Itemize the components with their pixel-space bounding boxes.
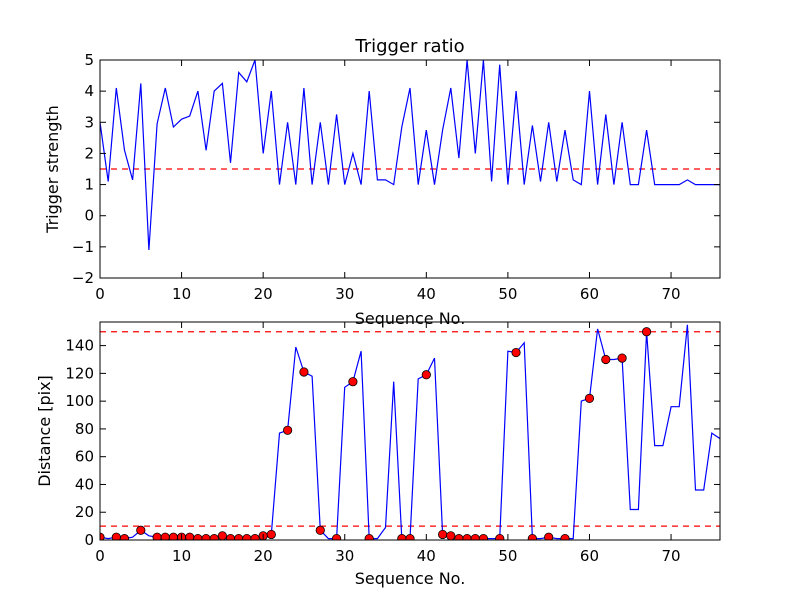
data-point xyxy=(405,534,415,540)
y-tick-label: 20 xyxy=(75,503,94,521)
series-line-0 xyxy=(100,60,720,251)
y-tick-label: −1 xyxy=(72,238,94,256)
distance-chart: 0 10 20 30 40 50 60 70 0 20 40 60 80 100 120 140 Sequen… xyxy=(35,321,721,588)
x-tick-label: 20 xyxy=(254,547,273,565)
data-point xyxy=(331,534,342,540)
data-point xyxy=(209,534,219,540)
data-point xyxy=(438,529,448,540)
x-tick-label: 50 xyxy=(498,285,517,303)
x-tick-label: 70 xyxy=(662,547,681,565)
x-tick-label: 70 xyxy=(662,285,681,303)
data-point xyxy=(250,534,260,540)
x-tick-label: 40 xyxy=(417,285,436,303)
data-point xyxy=(560,534,570,540)
x-tick-label: 10 xyxy=(172,547,191,565)
x-tick-label: 30 xyxy=(335,285,354,303)
chart-title: Trigger ratio xyxy=(354,36,464,57)
axes-frame xyxy=(99,321,721,541)
data-point xyxy=(315,525,325,535)
x-axis-label: Sequence No. xyxy=(355,569,466,588)
data-point xyxy=(641,327,652,337)
data-point xyxy=(364,534,374,540)
data-point xyxy=(136,525,146,535)
data-point xyxy=(584,393,595,403)
y-tick-label: 0 xyxy=(84,207,94,225)
axes-frame xyxy=(99,59,721,279)
x-tick-label: 0 xyxy=(95,547,105,565)
data-point xyxy=(348,377,358,387)
y-tick-label: 1 xyxy=(84,176,94,194)
y-axis-label: Distance [pix] xyxy=(35,375,54,487)
data-point xyxy=(299,367,309,377)
y-axis-label: Trigger strength xyxy=(43,105,62,234)
data-point xyxy=(527,534,537,540)
x-tick-label: 30 xyxy=(335,547,354,565)
data-point xyxy=(446,531,456,540)
x-axis-label: Sequence No. xyxy=(355,309,466,328)
y-tick-label: 2 xyxy=(84,144,94,162)
plot-area xyxy=(100,324,720,540)
y-tick-label: 120 xyxy=(65,364,94,382)
x-tick-label: 50 xyxy=(498,547,517,565)
x-tick-label: 20 xyxy=(254,285,273,303)
y-tick-label: 60 xyxy=(75,448,94,466)
y-tick-label: 140 xyxy=(65,337,94,355)
x-tick-label: 40 xyxy=(417,547,436,565)
y-tick-label: 5 xyxy=(84,51,94,69)
data-point xyxy=(544,532,554,540)
x-tick-label: 60 xyxy=(580,547,599,565)
y-tick-label: 4 xyxy=(84,82,94,100)
y-tick-label: 40 xyxy=(75,475,94,493)
data-point xyxy=(119,534,130,540)
y-tick-label: 80 xyxy=(75,420,94,438)
tick-marks: 0 10 20 30 40 50 60 70 −2 −1 0 1 2 3 4 5 xyxy=(72,51,720,303)
data-point xyxy=(266,529,276,540)
data-point xyxy=(217,531,227,540)
x-tick-label: 10 xyxy=(172,285,191,303)
data-point xyxy=(478,534,489,540)
data-point xyxy=(601,354,611,365)
x-tick-label: 0 xyxy=(95,285,105,303)
data-point xyxy=(495,534,505,540)
trigger-ratio-chart: Trigger ratio 0 10 20 30 40 50 60 70−2−1012345 … xyxy=(43,36,721,328)
y-tick-label: 100 xyxy=(65,392,94,410)
y-tick-label: 0 xyxy=(84,531,94,549)
data-point xyxy=(421,370,431,380)
x-tick-label: 60 xyxy=(580,285,599,303)
plot-area xyxy=(100,60,720,251)
y-tick-label: 3 xyxy=(84,113,94,131)
tick-marks: 0 10 20 30 40 50 60 70 0 20 40 60 80 100 120 140 xyxy=(65,322,720,565)
data-point xyxy=(283,425,293,435)
data-point xyxy=(617,353,627,363)
y-tick-label: −2 xyxy=(72,269,94,287)
data-point xyxy=(511,347,521,358)
